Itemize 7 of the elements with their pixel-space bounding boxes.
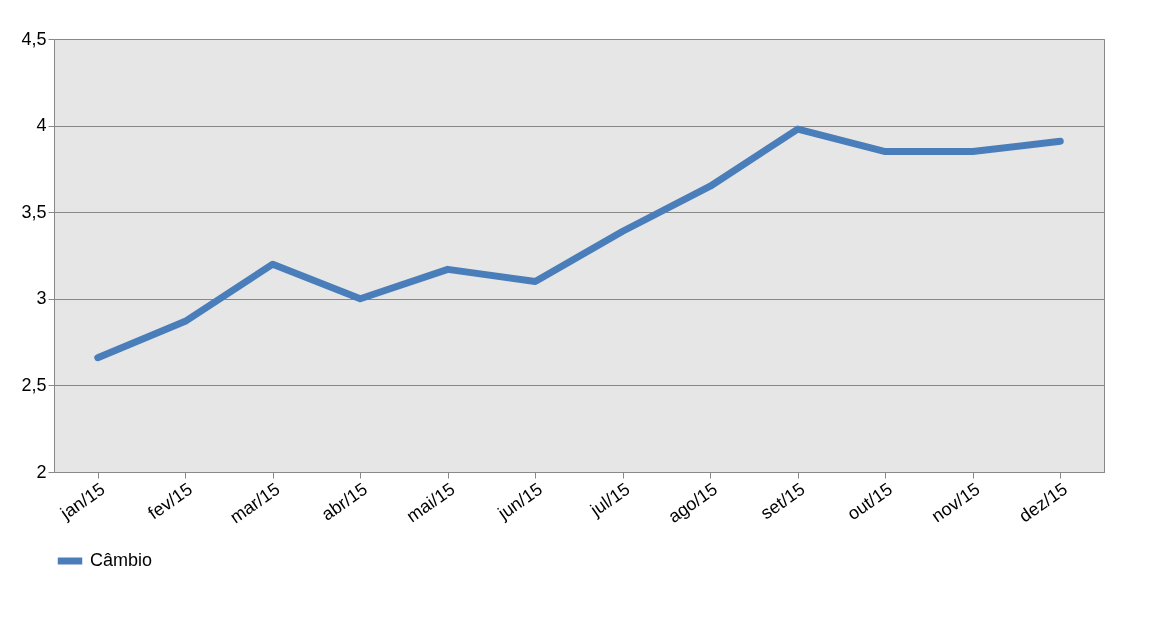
y-tick-label: 4 (36, 115, 47, 136)
legend-label: Câmbio (90, 550, 153, 570)
y-tick-label: 3 (36, 288, 47, 309)
y-tick-label: 2 (36, 461, 47, 482)
y-tick-label: 2,5 (21, 374, 47, 395)
y-tick-label: 4,5 (21, 28, 47, 49)
y-tick-label: 3,5 (21, 201, 47, 222)
